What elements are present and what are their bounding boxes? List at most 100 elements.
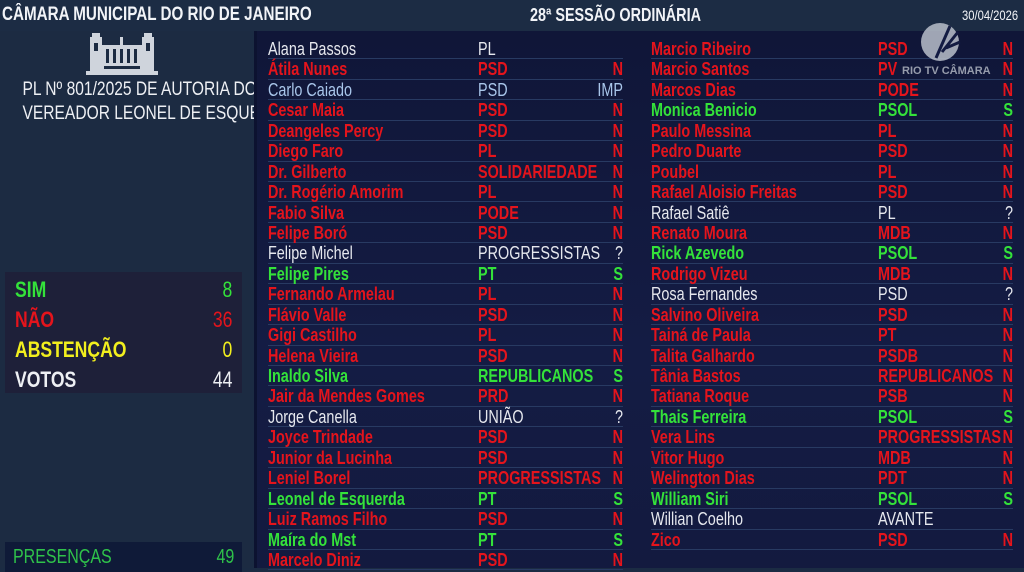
councillor-name: Rafael Aloisio Freitas (651, 182, 797, 203)
tally-label: VOTOS (15, 367, 77, 392)
bill-line-2: VEREADOR LEONEL DE ESQUERDA (22, 103, 293, 124)
councillor-vote: N (612, 59, 623, 80)
councillor-vote: N (612, 550, 623, 570)
councillor-row: Rafael Aloisio Freitas PSD N (651, 182, 1013, 203)
councillor-vote: N (612, 386, 623, 407)
councillor-vote: ? (614, 406, 623, 427)
councillor-party: PL (878, 202, 896, 223)
councillor-row: Átila Nunes PSD N (268, 59, 623, 80)
councillor-vote: N (1002, 263, 1013, 284)
councillor-row: Renato Moura MDB N (651, 222, 1013, 244)
councillor-name: Jorge Canella (268, 406, 357, 427)
councillor-row: Marcio Ribeiro PSD N (651, 39, 1013, 60)
councillor-vote: N (1002, 366, 1013, 387)
vote-board: Alana Passos PL Átila Nunes PSD N Carlo Caiad… (254, 31, 1024, 571)
councillor-name: Alana Passos (268, 39, 357, 59)
councillor-name: Marcio Santos (651, 59, 750, 80)
councillor-vote: N (612, 427, 623, 448)
councillor-row: Poubel PL N (651, 162, 1013, 183)
councillor-vote: S (613, 263, 623, 284)
councillor-name: Rick Azevedo (651, 243, 745, 264)
councillor-row: Felipe Michel PROGRESSISTAS? (268, 243, 623, 264)
councillor-row: Flávio Valle PSD N (268, 304, 623, 326)
councillor-name: Rodrigo Vizeu (651, 263, 748, 284)
councillor-name: Marcio Ribeiro (651, 39, 752, 59)
councillor-party: AVANTE (878, 509, 934, 530)
councillor-party: PT (478, 488, 497, 509)
councillor-party: PSOL (878, 100, 918, 121)
councillor-vote: N (1002, 345, 1013, 366)
councillor-party: PSD (478, 550, 508, 570)
tally-row-abstenção: ABSTENÇÃO 0 (15, 335, 232, 365)
councillor-row: Fabio Silva PODE N (268, 203, 623, 223)
councillor-row: Marcio Santos PV N (651, 59, 1013, 80)
councillor-party: PL (478, 182, 497, 203)
councillor-party: PT (878, 325, 897, 346)
councillor-vote: ? (1004, 202, 1013, 223)
councillor-row: Talita Galhardo PSDB N (651, 346, 1013, 366)
councillor-party: PRD (478, 386, 509, 407)
councillor-name: Dr. Rogério Amorim (268, 182, 404, 203)
councillor-vote: N (612, 345, 623, 366)
councillor-name: Gigi Castilho (268, 325, 357, 346)
bill-line-1: PL Nº 801/2025 DE AUTORIA DO (22, 79, 257, 100)
councillor-row: Salvino Oliveira PSD N (651, 304, 1013, 326)
councillor-party: PSDB (878, 345, 919, 366)
councillor-row: Monica Benicio PSOL S (651, 100, 1013, 121)
councillor-party: PSD (478, 222, 508, 243)
councillor-party: SOLIDARIEDADE (478, 161, 598, 182)
tally-label: ABSTENÇÃO (15, 337, 127, 362)
councillor-row: Deangeles Percy PSD N (268, 121, 623, 142)
councillor-party: MDB (878, 263, 911, 284)
councillor-party: PSD (478, 304, 508, 325)
councillor-vote: N (612, 468, 623, 489)
councillor-row: Junior da Lucinha PSD N (268, 448, 623, 469)
councillor-party: PSD (478, 427, 508, 448)
councillor-row: Thais Ferreira PSOL S (651, 406, 1013, 428)
councillor-name: Tatiana Roque (651, 386, 750, 407)
councillor-name: Vera Lins (651, 427, 716, 448)
councillor-party: PSOL (878, 406, 918, 427)
councillor-party: PSD (478, 79, 508, 100)
councillor-party: PSOL (878, 488, 918, 509)
councillor-vote: ? (614, 243, 623, 264)
councillor-vote: N (1002, 120, 1013, 141)
vote-tally: SIM 8 NÃO 36 ABSTENÇÃO 0 VOTOS 44 (5, 272, 242, 393)
councillor-vote: N (1002, 182, 1013, 203)
councillor-name: Leniel Borel (268, 468, 351, 489)
councillor-row: Leniel Borel PROGRESSISTAS N (268, 468, 623, 489)
councillor-vote: N (1002, 79, 1013, 100)
councillor-row: Joyce Trindade PSD N (268, 427, 623, 448)
councillor-name: Rafael Satiê (651, 202, 730, 223)
councillor-row: Dr. Rogério Amorim PL N (268, 182, 623, 203)
councillor-row: Welington Dias PDT N (651, 468, 1013, 489)
councillor-vote: N (1002, 304, 1013, 325)
header-bar: CÂMARA MUNICIPAL DO RIO DE JANEIRO 28ª S… (0, 0, 1024, 31)
chamber-building-icon (86, 33, 158, 75)
councillor-vote: ? (1004, 284, 1013, 305)
tally-row-não: NÃO 36 (15, 305, 232, 335)
councillor-row: Marcos Dias PODE N (651, 79, 1013, 101)
councillor-name: Thais Ferreira (651, 406, 747, 427)
councillor-party: MDB (878, 447, 911, 468)
session-title-text: 28ª SESSÃO ORDINÁRIA (530, 5, 701, 25)
councillor-party: MDB (878, 222, 911, 243)
councillor-vote: N (612, 222, 623, 243)
councillor-party: PROGRESSISTAS (878, 427, 1001, 448)
left-panel: PL Nº 801/2025 DE AUTORIA DO VEREADOR LE… (0, 31, 293, 572)
logo-text: RIO TV CÂMARA (902, 64, 991, 77)
councillor-row: Pedro Duarte PSD N (651, 141, 1013, 162)
councillor-name: Luiz Ramos Filho (268, 509, 388, 530)
chamber-title-text: CÂMARA MUNICIPAL DO RIO DE JANEIRO (2, 4, 312, 25)
councillor-party: PSD (478, 345, 508, 366)
councillor-party: REPUBLICANOS (878, 366, 994, 387)
councillor-name: Salvino Oliveira (651, 304, 760, 325)
councillor-name: Cesar Maia (268, 100, 345, 121)
councillor-party: PSB (878, 386, 908, 407)
presence-value: 49 (216, 545, 234, 568)
councillor-vote: N (612, 509, 623, 530)
councillor-row: Helena Vieira PSD N (268, 346, 623, 366)
councillor-party: PL (478, 141, 497, 162)
councillor-row: Tainá de Paula PT N (651, 325, 1013, 346)
councillor-name: Vitor Hugo (651, 447, 725, 468)
